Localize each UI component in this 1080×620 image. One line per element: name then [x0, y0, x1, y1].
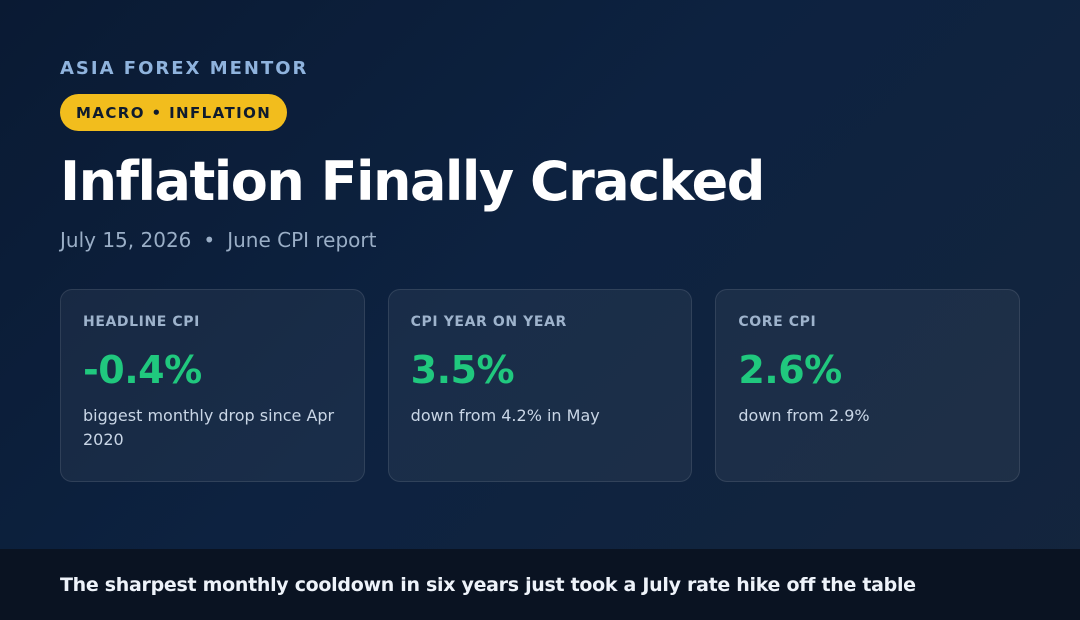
stat-card-value: -0.4%: [83, 348, 202, 392]
brand-name: ASIA FOREX MENTOR: [60, 58, 309, 79]
stat-cards: HEADLINE CPI -0.4% biggest monthly drop …: [60, 289, 1021, 482]
stat-card-description: down from 4.2% in May: [410, 406, 600, 425]
category-tag: MACRO • INFLATION: [60, 94, 288, 131]
stat-card-label: HEADLINE CPI: [83, 314, 200, 330]
stat-card-value: 3.5%: [410, 348, 515, 392]
stat-card-headline-cpi: HEADLINE CPI -0.4% biggest monthly drop …: [60, 289, 365, 482]
stat-card-label: CPI YEAR ON YEAR: [410, 314, 567, 330]
meta-separator: •: [203, 228, 216, 252]
stat-card-label: CORE CPI: [738, 314, 817, 330]
publish-date: July 15, 2026: [60, 228, 192, 252]
stat-card-description: down from 2.9%: [738, 406, 870, 425]
page-title: Inflation Finally Cracked: [60, 150, 765, 213]
stat-card-description: biggest monthly drop since Apr 2020: [83, 406, 335, 449]
footer-headline: The sharpest monthly cooldown in six yea…: [60, 573, 916, 596]
footer-banner: The sharpest monthly cooldown in six yea…: [0, 549, 1080, 620]
meta-line: July 15, 2026 • June CPI report: [60, 228, 376, 252]
stat-card-cpi-yoy: CPI YEAR ON YEAR 3.5% down from 4.2% in …: [387, 289, 693, 482]
stat-card-core-cpi: CORE CPI 2.6% down from 2.9%: [715, 289, 1021, 482]
stat-card-value: 2.6%: [738, 348, 842, 392]
report-name: June CPI report: [227, 228, 377, 252]
